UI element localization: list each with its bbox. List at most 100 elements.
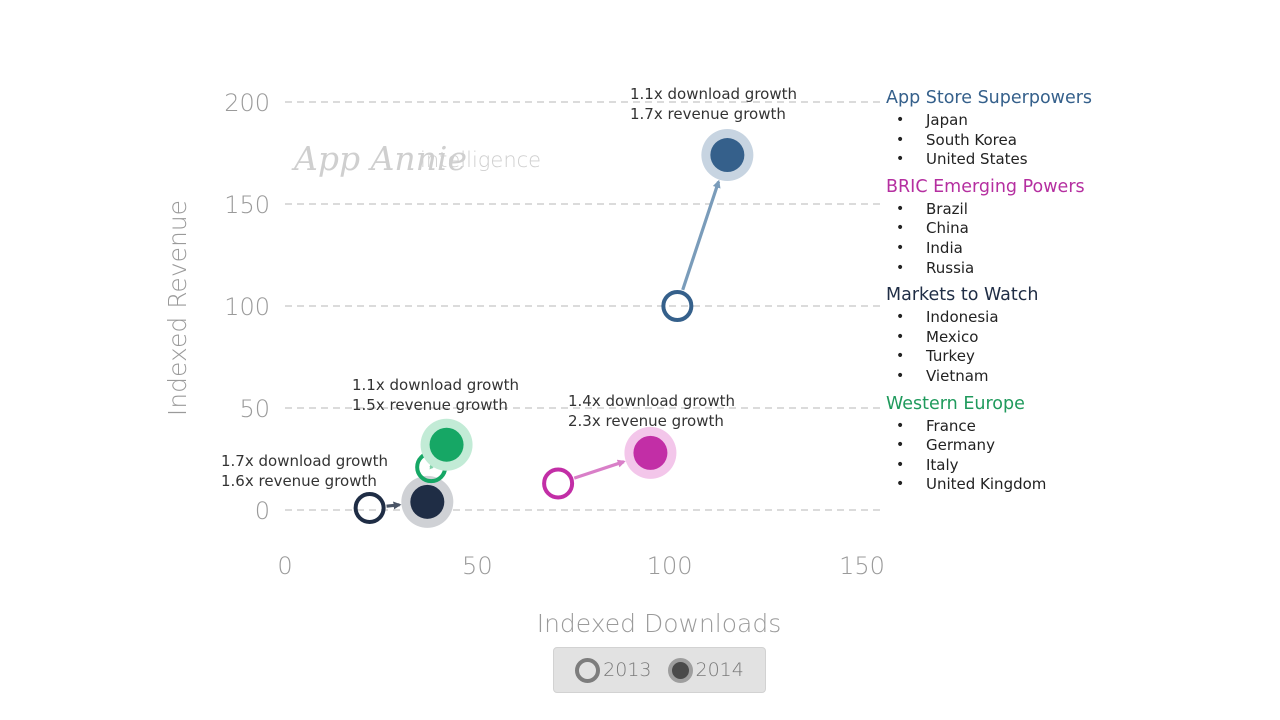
country-label: United States [926, 150, 1028, 169]
legend-country: • Indonesia [896, 308, 1176, 328]
legend-country-list: • Japan • South Korea • United States [896, 111, 1176, 170]
legend-country: • Germany [896, 436, 1176, 456]
legend-country: • Japan [896, 111, 1176, 131]
y-tick-label: 200 [224, 89, 270, 117]
growth-annotation: 1.7x revenue growth [630, 105, 786, 123]
legend-country-list: • Brazil • China • India • Russia [896, 200, 1176, 278]
country-label: Turkey [926, 347, 975, 366]
legend-country-list: • Indonesia • Mexico • Turkey • Vietnam [896, 308, 1176, 386]
series-group [415, 418, 473, 484]
bullet-icon: • [896, 417, 905, 434]
app-annie-watermark: App Annie intelligence [291, 139, 541, 178]
bullet-icon: • [896, 348, 905, 365]
x-tick-labels: 0 50 100 150 [277, 552, 885, 580]
country-label: China [926, 219, 969, 238]
growth-annotation: 2.3x revenue growth [568, 412, 724, 430]
growth-annotation: 1.4x download growth [568, 392, 735, 410]
year-legend-2014[interactable]: 2014 [667, 657, 744, 683]
y-tick-labels: 0 50 100 150 200 [224, 89, 270, 525]
legend-country-list: • France • Germany • Italy • United Kingdom [896, 417, 1176, 495]
bullet-icon: • [896, 456, 905, 473]
country-label: Russia [926, 258, 975, 277]
y-axis-title: Indexed Revenue [163, 200, 192, 416]
country-label: United Kingdom [926, 475, 1047, 494]
country-label: Vietnam [926, 366, 989, 385]
year-legend-2013[interactable]: 2013 [575, 657, 652, 683]
country-label: Brazil [926, 199, 968, 218]
legend-country: • Brazil [896, 200, 1176, 220]
series-markers [353, 129, 754, 528]
legend-country: • France [896, 417, 1176, 437]
bullet-icon: • [896, 259, 905, 276]
country-label: Indonesia [926, 308, 999, 327]
year-legend: 2013 2014 [553, 647, 766, 693]
country-label: Mexico [926, 327, 979, 346]
x-tick-label: 0 [277, 552, 292, 580]
series-group [542, 426, 677, 500]
bullet-icon: • [896, 239, 905, 256]
growth-arrow [681, 179, 721, 291]
legend-country: • Italy [896, 456, 1176, 476]
growth-arrow [386, 501, 402, 510]
marker-2014 [710, 138, 745, 173]
growth-annotations: 1.1x download growth 1.7x revenue growth 1… [221, 85, 797, 490]
y-tick-label: 100 [224, 293, 270, 321]
growth-annotation: 1.5x revenue growth [352, 396, 508, 414]
series-group [661, 129, 754, 322]
legend-country: • Russia [896, 259, 1176, 279]
bullet-icon: • [896, 367, 905, 384]
growth-annotation: 1.7x download growth [221, 452, 388, 470]
x-axis-title: Indexed Downloads [537, 609, 782, 638]
marker-2013 [542, 467, 575, 500]
y-tick-label: 150 [224, 191, 270, 219]
bullet-icon: • [896, 476, 905, 493]
bullet-icon: • [896, 131, 905, 148]
marker-2013 [661, 290, 694, 322]
region-legend: App Store Superpowers • Japan • South Kore… [886, 85, 1176, 499]
legend-country: • India [896, 239, 1176, 259]
legend-title: Markets to Watch [886, 285, 1039, 306]
country-label: South Korea [926, 130, 1017, 149]
bullet-icon: • [896, 200, 905, 217]
growth-annotation: 1.1x download growth [352, 376, 519, 394]
legend-group-western-europe: Western Europe • France • Germany • Italy •… [886, 391, 1176, 495]
country-label: Japan [926, 111, 968, 129]
watermark-brand: App Annie [291, 139, 467, 178]
legend-country: • China [896, 219, 1176, 239]
marker-2014 [429, 427, 464, 462]
growth-annotation: 1.1x download growth [630, 85, 797, 103]
legend-country: • United Kingdom [896, 475, 1176, 495]
legend-group-markets-to-watch: Markets to Watch • Indonesia • Mexico • Tur… [886, 282, 1176, 386]
legend-title: App Store Superpowers [886, 88, 1093, 108]
legend-country: • Turkey [896, 347, 1176, 367]
legend-country: • Mexico [896, 328, 1176, 348]
bullet-icon: • [896, 220, 905, 237]
legend-country: • South Korea [896, 131, 1176, 151]
year-legend-label: 2013 [603, 659, 652, 681]
x-tick-label: 150 [839, 552, 885, 580]
country-label: France [926, 416, 976, 435]
bullet-icon: • [896, 309, 905, 326]
bullet-icon: • [896, 151, 905, 168]
legend-group-superpowers: App Store Superpowers • Japan • South Kore… [886, 85, 1176, 170]
legend-country: • Vietnam [896, 367, 1176, 387]
legend-title: Western Europe [886, 393, 1025, 414]
y-tick-label: 50 [239, 395, 270, 423]
bullet-icon: • [896, 328, 905, 345]
growth-arrow [573, 459, 626, 480]
marker-2013 [353, 491, 386, 524]
open-circle-icon [575, 657, 601, 683]
legend-country: • United States [896, 150, 1176, 170]
bullet-icon: • [896, 112, 905, 128]
bullet-icon: • [896, 437, 905, 454]
growth-annotation: 1.6x revenue growth [221, 472, 377, 490]
country-label: Italy [926, 455, 959, 474]
country-label: Germany [926, 436, 995, 455]
marker-2014 [633, 435, 668, 470]
marker-2014 [410, 484, 445, 519]
country-label: India [926, 238, 963, 257]
watermark-product: intelligence [420, 148, 541, 172]
series-group [353, 475, 454, 528]
y-tick-label: 0 [255, 497, 270, 525]
